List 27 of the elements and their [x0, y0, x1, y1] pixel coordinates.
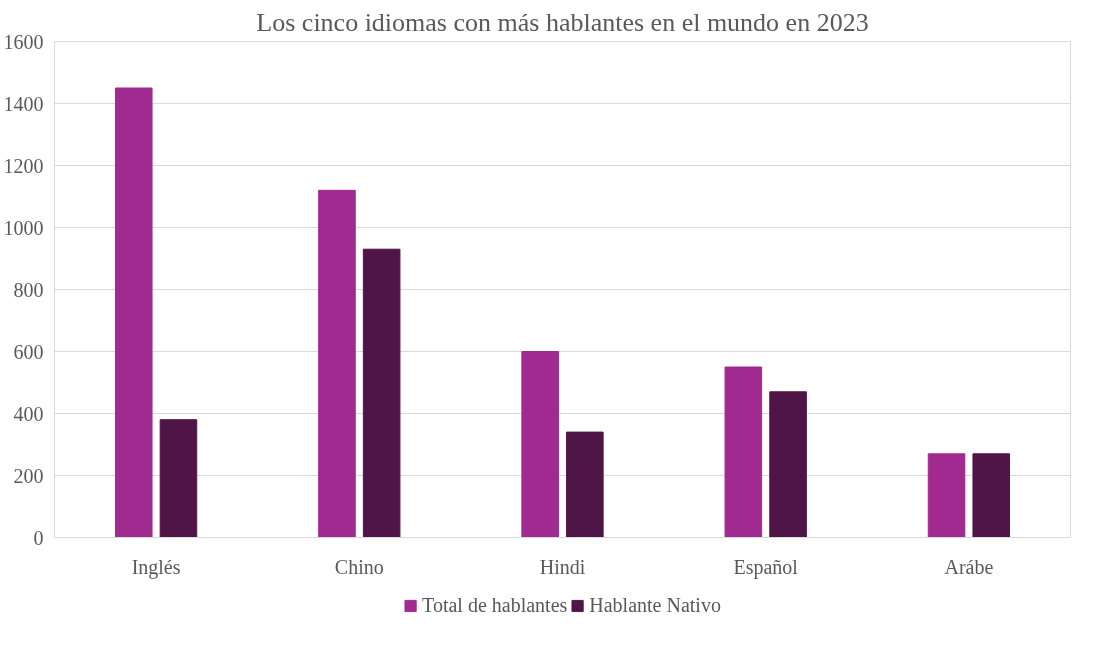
x-tick-label: Español — [733, 555, 799, 579]
y-tick-label: 600 — [13, 340, 44, 363]
legend-label: Hablante Nativo — [589, 593, 721, 617]
bar — [362, 248, 401, 538]
y-tick-label: 1200 — [3, 154, 44, 177]
x-tick-label: Inglés — [131, 555, 181, 579]
legend-label: Total de hablantes — [422, 593, 568, 617]
y-tick-label: 1600 — [3, 30, 44, 53]
bar — [724, 366, 763, 538]
x-tick-label: Hindi — [539, 555, 586, 578]
y-tick-label: 0 — [33, 526, 44, 549]
x-tick-label: Arábe — [944, 555, 994, 578]
bar — [159, 419, 198, 538]
chart-title: Los cinco idiomas con más hablantes en el mundo en 2023 — [256, 7, 869, 37]
x-tick-label: Chino — [334, 555, 384, 578]
bar — [566, 431, 604, 538]
bar — [927, 453, 966, 538]
y-tick-label: 1400 — [3, 92, 44, 115]
y-tick-label: 200 — [13, 464, 44, 487]
y-tick-label: 1000 — [3, 216, 44, 239]
bar — [769, 391, 807, 538]
bar — [114, 87, 153, 538]
y-tick-label: 800 — [13, 278, 44, 301]
y-tick-label: 400 — [13, 402, 44, 425]
bar — [972, 453, 1011, 538]
bar — [521, 351, 559, 538]
bar — [318, 189, 356, 538]
